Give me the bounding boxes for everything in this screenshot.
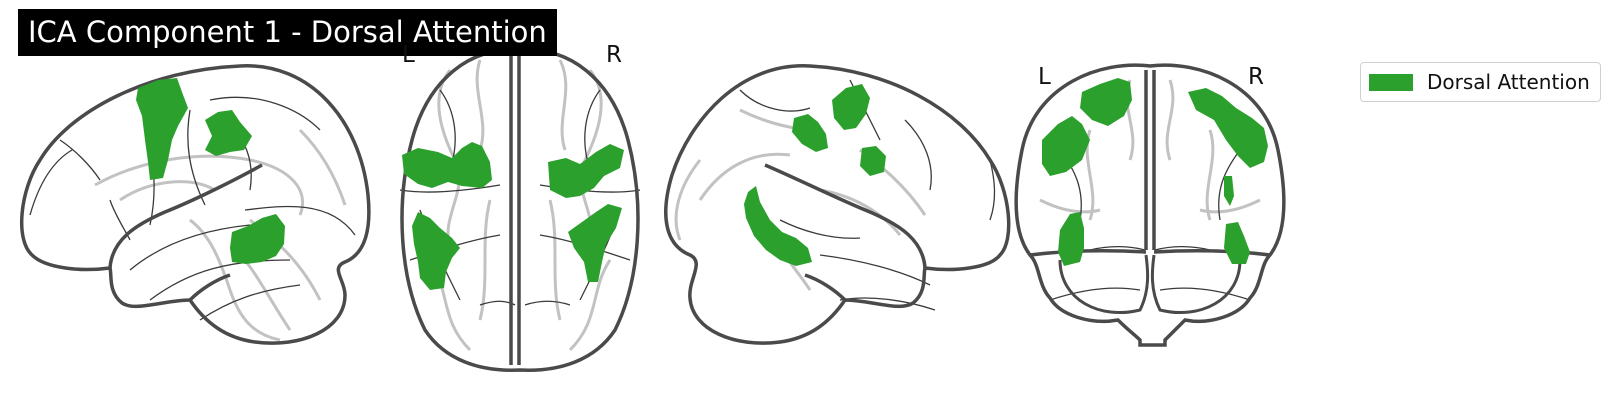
axial-view [399,47,641,372]
sagittal-right-view [664,64,1011,345]
sagittal-left-view [20,64,371,345]
legend: Dorsal Attention [1360,62,1601,102]
coronal-view [1014,63,1286,347]
sagittal-left-outline [20,64,371,345]
sagittal-left-activations [136,78,285,264]
coronal-outline [1014,63,1286,347]
coronal-activations [1042,78,1268,266]
coronal-left-label: L [1038,64,1051,90]
coronal-lines [1049,149,1251,301]
axial-left-label: L [402,42,415,68]
axial-right-label: R [606,42,622,68]
sagittal-right-outline [664,64,1011,345]
axial-outline [400,47,640,372]
sagittal-right-activations [744,84,886,266]
legend-swatch [1369,73,1413,91]
coronal-right-label: R [1248,64,1264,90]
figure-title: ICA Component 1 - Dorsal Attention [18,9,557,56]
legend-label: Dorsal Attention [1427,70,1590,94]
sagittal-right-lines [739,79,996,311]
sagittal-left-lines [29,94,356,321]
axial-activations [402,142,624,290]
